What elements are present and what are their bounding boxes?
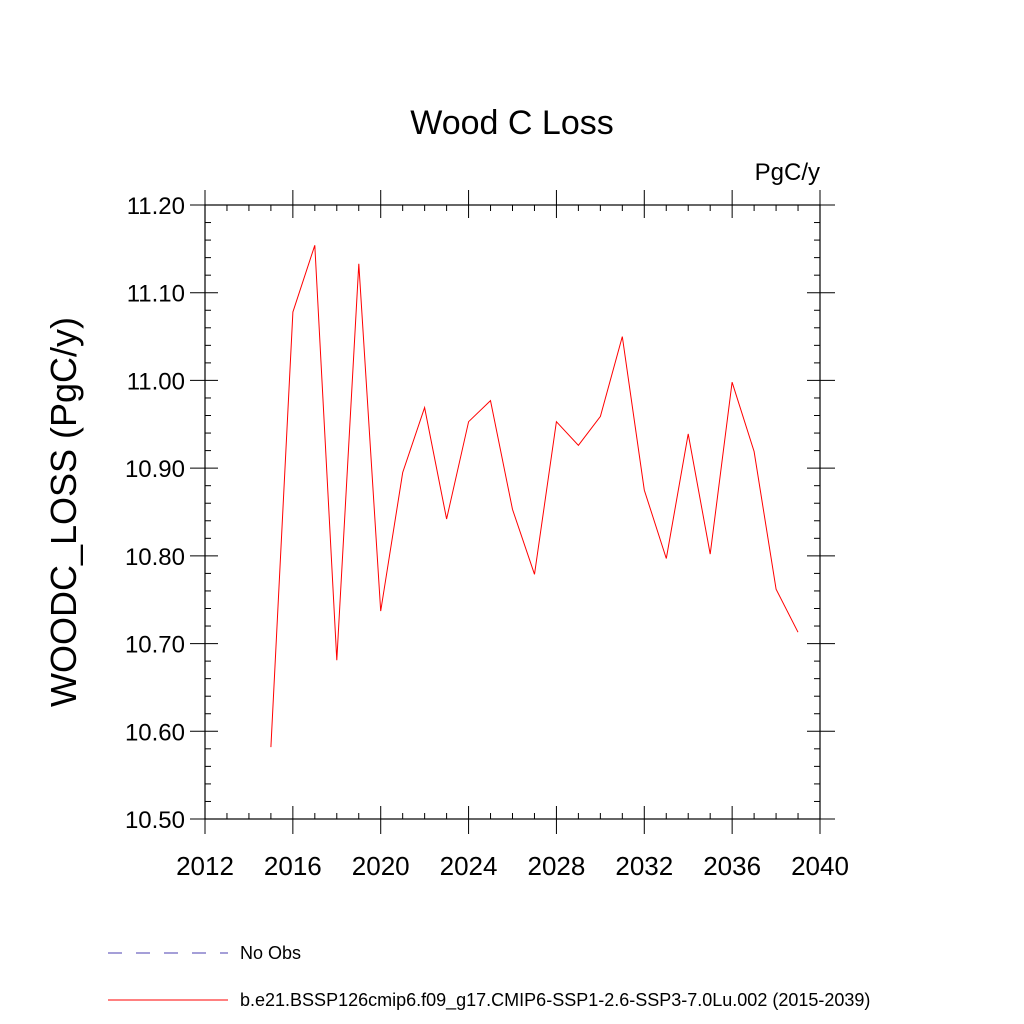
y-tick-label: 10.50 [125,807,185,834]
x-tick-label: 2024 [440,851,498,881]
series-line [270,245,799,748]
y-axis-title: WOODC_LOSS (PgC/y) [43,317,84,707]
x-tick-label: 2036 [703,851,761,881]
y-tick-label: 10.90 [125,456,185,483]
x-tick-labels: 2012 2016 2020 2024 2028 2032 2036 2040 [176,851,849,881]
y-tick-label: 11.10 [127,281,185,308]
y-tick-label: 11.00 [127,368,185,395]
y-tick-label: 10.80 [125,544,185,571]
y-tick-label: 10.70 [125,632,185,659]
plot-frame [204,204,821,820]
series-layer [270,245,799,748]
chart-title: Wood C Loss [410,104,613,142]
x-tick-label: 2028 [528,851,586,881]
x-tick-label: 2040 [791,851,849,881]
y-tick-labels: 10.50 10.60 10.70 10.80 10.90 11.00 11.10 11.20 [125,193,185,834]
x-tick-label: 2020 [352,851,410,881]
y-tick-label: 10.60 [125,719,185,746]
x-tick-label: 2012 [176,851,234,881]
y-tick-label: 11.20 [127,193,185,220]
legend-label-no-obs: No Obs [240,943,301,963]
legend-label-model: b.e21.BSSP126cmip6.f09_g17.CMIP6-SSP1-2.… [240,990,870,1011]
x-tick-label: 2032 [615,851,673,881]
legend: No Obs b.e21.BSSP126cmip6.f09_g17.CMIP6-… [108,943,870,1011]
x-tick-label: 2016 [264,851,322,881]
axis-ticks [190,190,835,834]
units-label: PgC/y [755,159,820,186]
